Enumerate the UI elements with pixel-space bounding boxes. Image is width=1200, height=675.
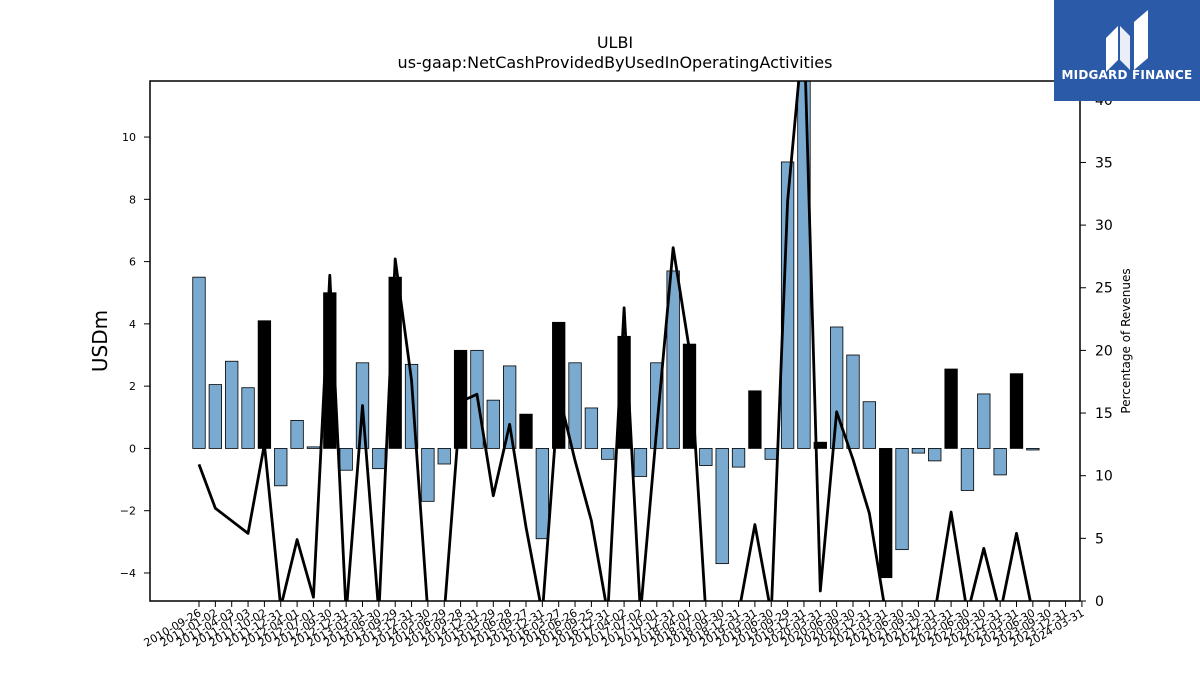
bar-41 [846, 354, 860, 449]
bar-5 [257, 320, 272, 449]
bar-40 [830, 326, 844, 449]
bar-23 [552, 321, 566, 449]
y2-tick-label: 10 [1095, 469, 1113, 485]
y2-tick-label: 15 [1095, 406, 1113, 422]
bar-37 [780, 161, 795, 449]
left-y-axis: −4 −2 0 2 4 6 8 10 [120, 131, 150, 580]
bar-33 [715, 448, 729, 565]
bar-46 [928, 448, 942, 462]
y-tick-label: 10 [122, 131, 136, 144]
bar-25 [584, 407, 599, 449]
bar-16 [437, 448, 451, 465]
bar-50 [993, 448, 1007, 476]
bar-36 [764, 448, 778, 460]
y-tick-label: 4 [129, 318, 136, 331]
chart-subtitle: us-gaap:NetCashProvidedByUsedInOperating… [398, 53, 833, 72]
bar-6 [274, 448, 288, 487]
y2-tick-label: 30 [1095, 218, 1113, 234]
bar-24 [568, 362, 582, 449]
bar-51 [1009, 373, 1024, 449]
bar-15 [421, 448, 435, 502]
bar-47 [944, 368, 958, 449]
midgard-logo-icon [1106, 10, 1148, 72]
midgard-finance-logo: MIDGARD FINANCE [1054, 0, 1200, 101]
percentage-line-series [197, 81, 1032, 601]
bar-30 [666, 270, 680, 449]
bar-39 [813, 441, 827, 449]
y-tick-label: 2 [129, 380, 136, 393]
bar-4 [241, 387, 255, 449]
bar-35 [748, 390, 762, 449]
bar-21 [519, 413, 533, 449]
y2-tick-label: 25 [1095, 281, 1113, 297]
y2-tick-label: 35 [1095, 155, 1113, 171]
y2-axis-label: Percentage of Revenues [1119, 268, 1133, 413]
bar-19 [486, 399, 500, 449]
bar-52 [1026, 448, 1040, 451]
bar-48 [960, 448, 975, 491]
bar-45 [911, 448, 926, 454]
y-tick-label: 6 [129, 256, 136, 269]
bar-7 [290, 419, 304, 449]
x-axis: 2010-09-262011-01-022011-04-032011-07-03… [142, 601, 1086, 650]
bar-10 [339, 448, 353, 471]
bar-34 [731, 448, 746, 468]
bar-22 [535, 448, 549, 540]
y-tick-label: 8 [129, 193, 136, 206]
y2-tick-label: 0 [1095, 594, 1104, 610]
bar-12 [372, 448, 386, 470]
bar-49 [977, 393, 991, 449]
bar-2 [208, 384, 223, 449]
y-axis-label: USDm [88, 310, 112, 372]
bar-42 [862, 401, 876, 449]
y2-tick-label: 20 [1095, 343, 1113, 359]
y-tick-label: 0 [129, 442, 136, 455]
bar-8 [306, 446, 321, 449]
bar-20 [502, 365, 517, 449]
plot-frame [149, 80, 1081, 602]
y-tick-label: −4 [120, 567, 136, 580]
right-y-axis: 0510152025303540 [1080, 93, 1113, 610]
bar-32 [699, 448, 713, 466]
bar-26 [601, 448, 615, 460]
y2-tick-label: 5 [1095, 531, 1104, 547]
bar-28 [633, 448, 648, 477]
bar-series [192, 81, 1040, 579]
percentage-line [197, 81, 1032, 601]
y-tick-label: −2 [120, 505, 136, 518]
bar-43 [879, 448, 893, 579]
bar-44 [895, 448, 909, 551]
bar-1 [192, 276, 206, 449]
chart-title: ULBI [597, 33, 633, 52]
bar-3 [225, 360, 239, 449]
